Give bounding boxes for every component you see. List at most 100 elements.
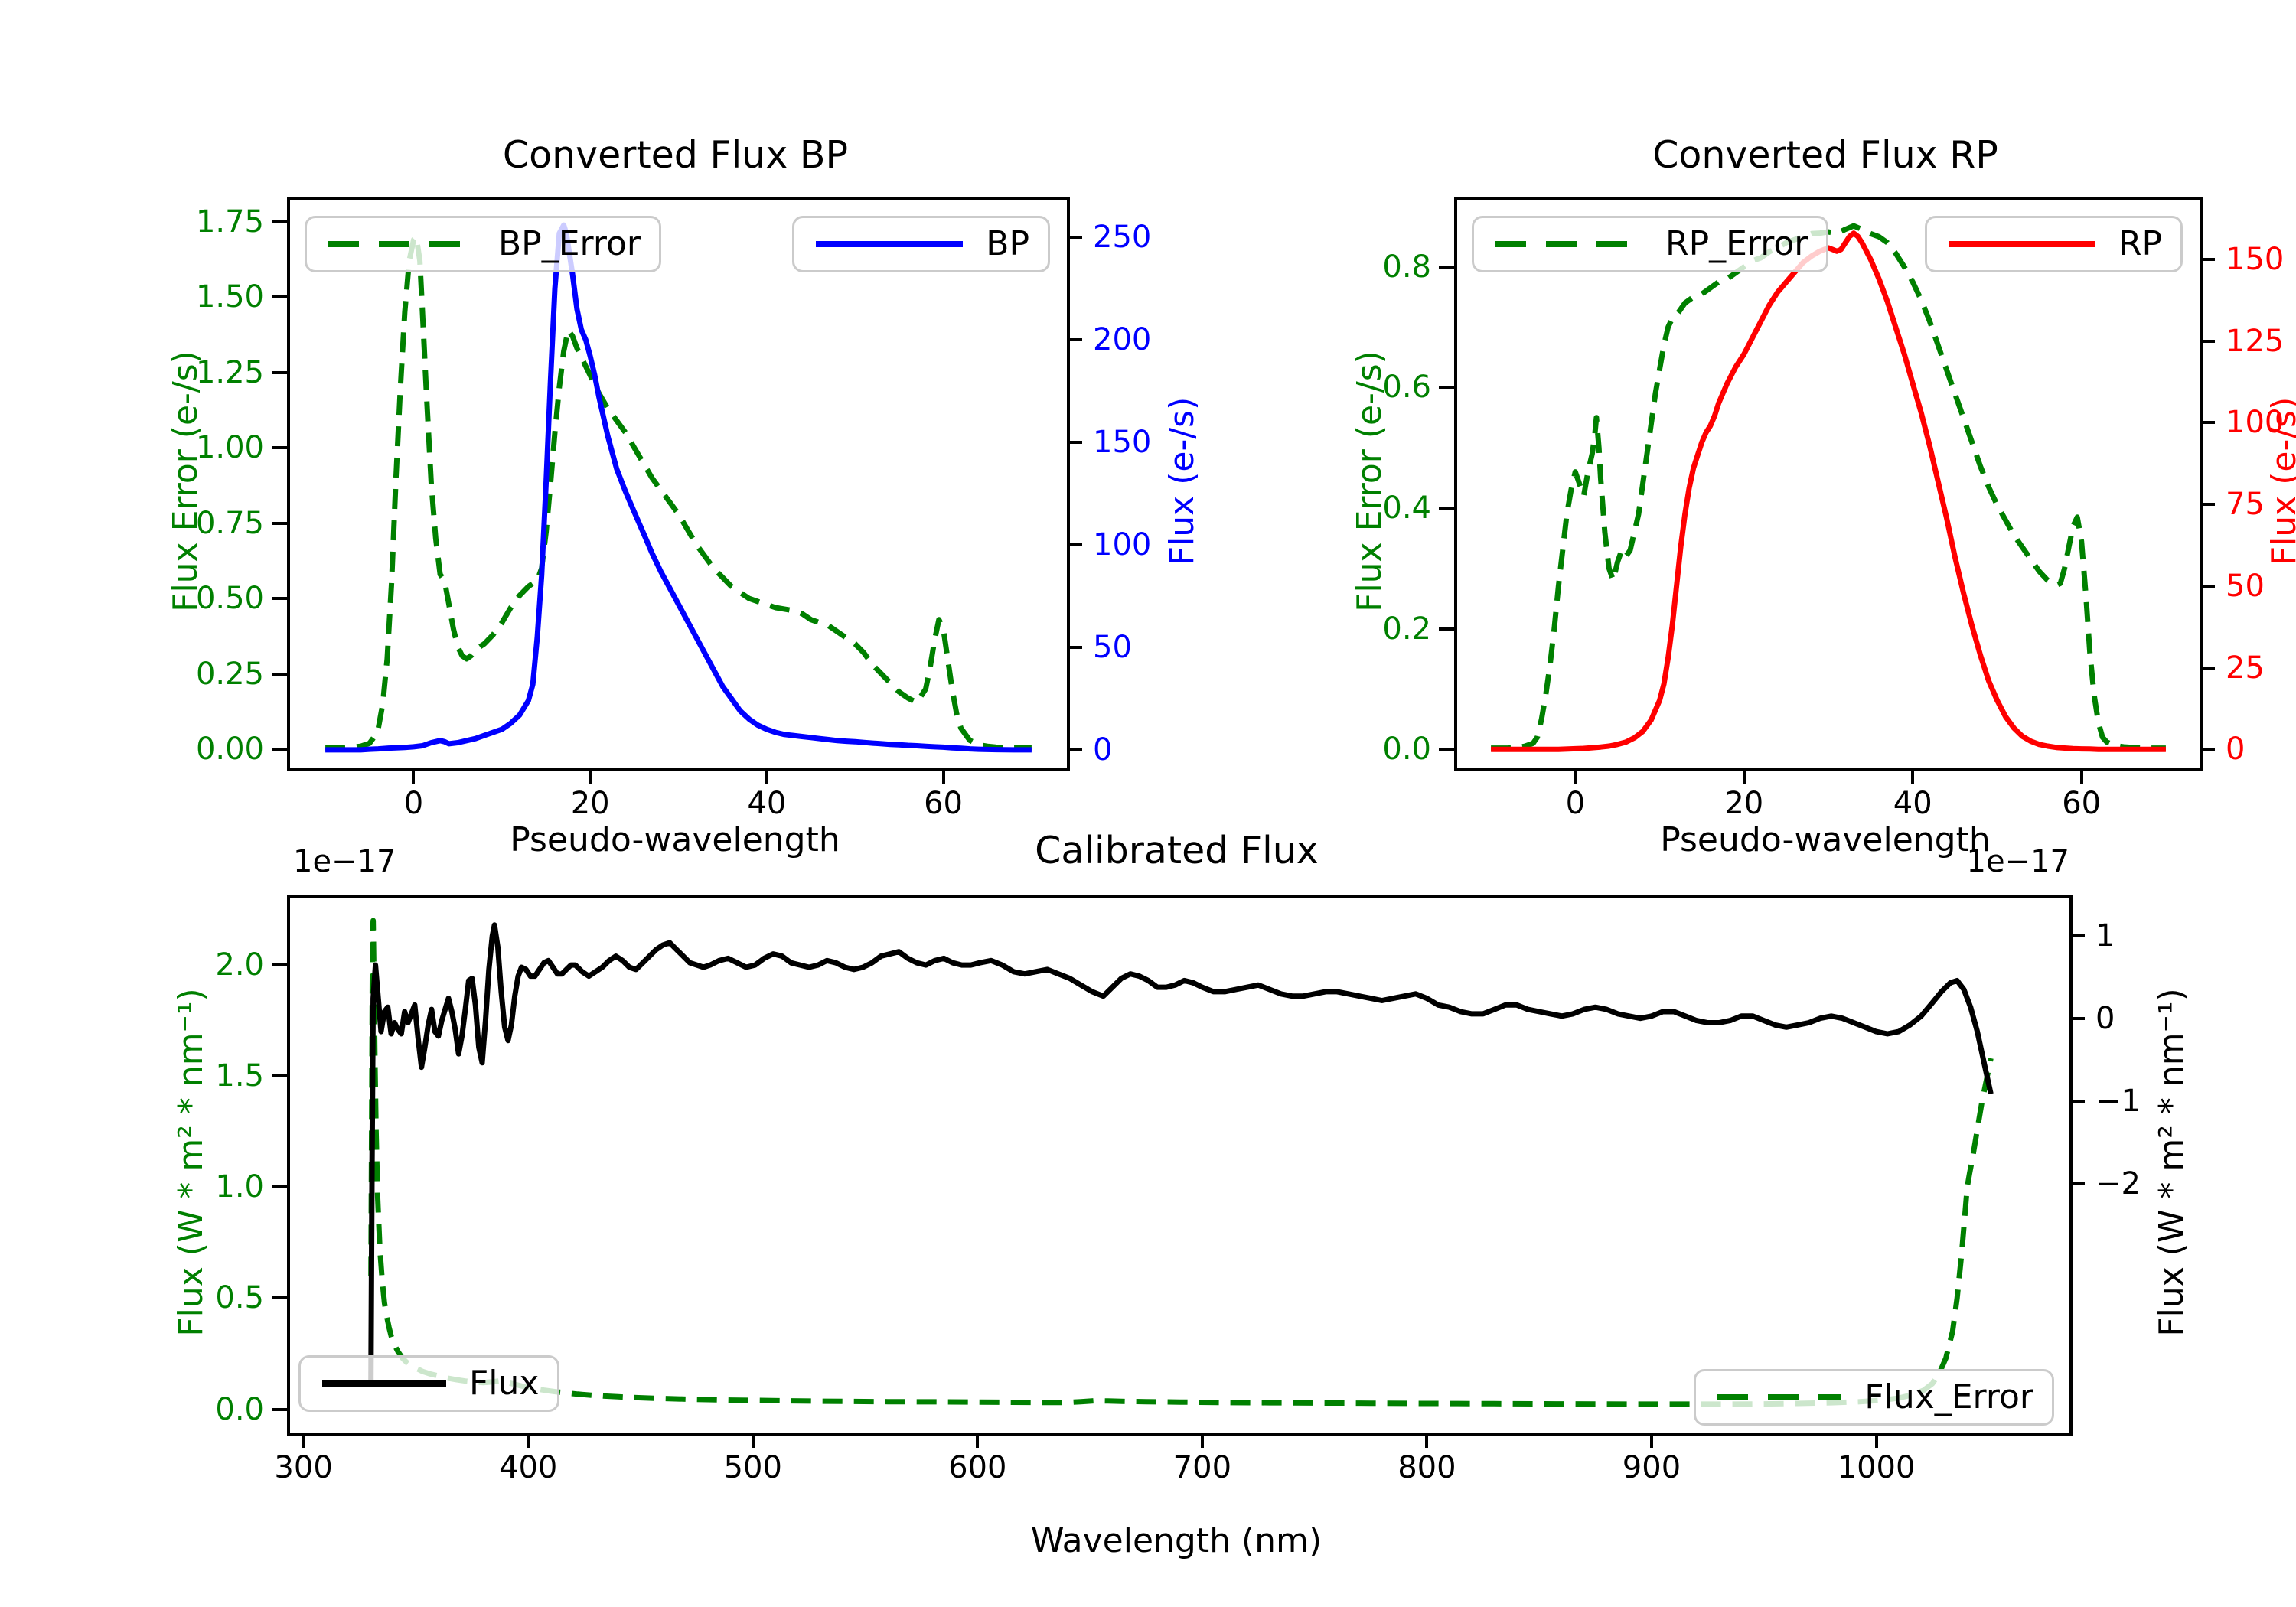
title-calibrated-flux: Calibrated Flux xyxy=(1035,829,1319,872)
y-tick-mark-right xyxy=(2200,584,2215,588)
y-tick-mark-right xyxy=(1067,236,1082,240)
x-tick-label: 300 xyxy=(274,1450,333,1485)
series-BP_Error xyxy=(325,233,1032,751)
plot-area-converted-flux-rp: 0 20 40 60 0.0 0.2 0.4 0.6 0.8 0 25 50 75 100 125 150 xyxy=(1382,197,2284,819)
legend-line-sample-solid-red-icon xyxy=(1948,241,2095,247)
legend-label: Flux_Error xyxy=(1864,1377,2033,1416)
series-Flux xyxy=(368,922,1994,1380)
y-tick-mark-left xyxy=(272,521,287,525)
y-tick-label-left: 0.5 xyxy=(215,1280,264,1316)
y-tick-mark-left xyxy=(272,748,287,751)
y-tick-mark-right xyxy=(1067,441,1082,445)
y-tick-mark-left xyxy=(1439,265,1454,269)
y-tick-label-right: 0 xyxy=(2095,1000,2115,1036)
x-tick-mark xyxy=(976,1433,980,1448)
x-tick-label: 900 xyxy=(1622,1450,1681,1485)
x-tick-label: 40 xyxy=(1893,786,1932,821)
legend-bp-error: BP_Error xyxy=(305,216,661,272)
y-tick-mark-right xyxy=(1067,645,1082,649)
offset-text-1e-17-right: 1e−17 xyxy=(1966,844,2069,879)
plot-curves xyxy=(325,222,1032,753)
title-converted-flux-rp: Converted Flux RP xyxy=(1652,133,1998,177)
y-tick-mark-left xyxy=(272,446,287,450)
y-tick-mark-right xyxy=(2069,1016,2085,1020)
xlabel-wavelength-nm: Wavelength (nm) xyxy=(1030,1521,1322,1560)
x-tick-mark xyxy=(765,768,768,784)
series-RP xyxy=(1491,230,2166,752)
y-tick-label-right: 25 xyxy=(2226,650,2265,686)
x-tick-label: 0 xyxy=(403,786,424,821)
y-tick-mark-left xyxy=(272,1074,287,1078)
y-tick-mark-right xyxy=(1067,748,1082,751)
legend-flux-error: Flux_Error xyxy=(1694,1369,2054,1426)
series-BP xyxy=(325,222,1032,753)
x-tick-mark xyxy=(751,1433,755,1448)
xlabel-rp-pseudo-wavelength: Pseudo-wavelength xyxy=(1660,820,1991,859)
y-tick-label-left: 1.75 xyxy=(195,204,264,240)
x-tick-label: 600 xyxy=(948,1450,1007,1485)
y-tick-label-left: 0.0 xyxy=(1382,732,1431,768)
y-tick-label-left: 1.0 xyxy=(215,1169,264,1205)
y-tick-mark-left xyxy=(272,1407,287,1411)
offset-text-1e-17-left: 1e−17 xyxy=(293,844,396,879)
y-tick-label-right: 125 xyxy=(2226,323,2285,359)
x-tick-mark xyxy=(302,1433,305,1448)
x-tick-label: 0 xyxy=(1565,786,1586,821)
y-tick-mark-right xyxy=(2069,1099,2085,1103)
x-tick-label: 1000 xyxy=(1837,1450,1916,1485)
y-tick-mark-left xyxy=(1439,386,1454,390)
x-tick-mark xyxy=(527,1433,530,1448)
y-tick-label-right: −1 xyxy=(2095,1083,2141,1119)
y-tick-label-left: 0.6 xyxy=(1382,370,1431,406)
legend-line-sample-solid-blue-icon xyxy=(816,241,964,247)
x-tick-mark xyxy=(1574,768,1577,784)
y-tick-label-left: 0.00 xyxy=(195,732,264,768)
x-tick-label: 400 xyxy=(498,1450,558,1485)
y-tick-mark-left xyxy=(1439,627,1454,631)
x-tick-mark xyxy=(1874,1433,1878,1448)
y-tick-label-right: 250 xyxy=(1093,220,1152,256)
y-tick-label-right: 150 xyxy=(1093,425,1152,461)
x-tick-label: 40 xyxy=(747,786,787,821)
y-tick-mark-right xyxy=(2200,503,2215,507)
ylabel-bp-flux: Flux (e-/s) xyxy=(1163,396,1202,566)
xlabel-bp-pseudo-wavelength: Pseudo-wavelength xyxy=(510,820,840,859)
y-tick-mark-right xyxy=(2069,934,2085,937)
y-tick-mark-right xyxy=(1067,338,1082,342)
y-tick-label-right: −2 xyxy=(2095,1165,2141,1201)
y-tick-mark-right xyxy=(1067,543,1082,547)
legend-rp-error: RP_Error xyxy=(1472,216,1829,272)
legend-flux: Flux xyxy=(298,1355,560,1412)
x-tick-label: 60 xyxy=(2062,786,2102,821)
y-tick-label-left: 0.25 xyxy=(195,656,264,692)
y-tick-mark-right xyxy=(2069,1182,2085,1185)
y-tick-label-right: 1 xyxy=(2095,918,2115,953)
series-Flux_Error xyxy=(368,918,1994,1407)
x-tick-mark xyxy=(412,768,416,784)
x-tick-mark xyxy=(1425,1433,1429,1448)
x-tick-label: 700 xyxy=(1172,1450,1232,1485)
y-tick-mark-left xyxy=(1439,506,1454,510)
y-tick-label-right: 75 xyxy=(2226,487,2265,523)
legend-line-sample-dashed-green-icon xyxy=(328,241,475,247)
y-tick-mark-left xyxy=(272,672,287,676)
y-tick-mark-left xyxy=(272,370,287,374)
legend-line-sample-solid-black-icon xyxy=(322,1380,446,1387)
y-tick-label-right: 50 xyxy=(2226,568,2265,604)
y-tick-mark-left xyxy=(272,963,287,967)
x-tick-mark xyxy=(941,768,945,784)
y-tick-label-left: 0.0 xyxy=(215,1391,264,1427)
legend-line-sample-dashed-green-icon xyxy=(1495,241,1642,247)
y-tick-label-right: 50 xyxy=(1093,629,1132,665)
x-tick-label: 500 xyxy=(723,1450,782,1485)
x-tick-label: 20 xyxy=(1724,786,1764,821)
y-tick-label-left: 0.8 xyxy=(1382,249,1431,285)
plot-area-calibrated-flux: 300 400 500 600 700 800 900 1000 0.0 0.5 1.0 1.5 2.0… xyxy=(215,895,2141,1483)
y-tick-mark-left xyxy=(272,597,287,601)
x-tick-label: 60 xyxy=(924,786,963,821)
y-tick-label-left: 2.0 xyxy=(215,947,264,983)
y-tick-mark-right xyxy=(2200,257,2215,261)
title-converted-flux-bp: Converted Flux BP xyxy=(502,133,849,177)
x-tick-mark xyxy=(589,768,592,784)
x-tick-mark xyxy=(1742,768,1746,784)
